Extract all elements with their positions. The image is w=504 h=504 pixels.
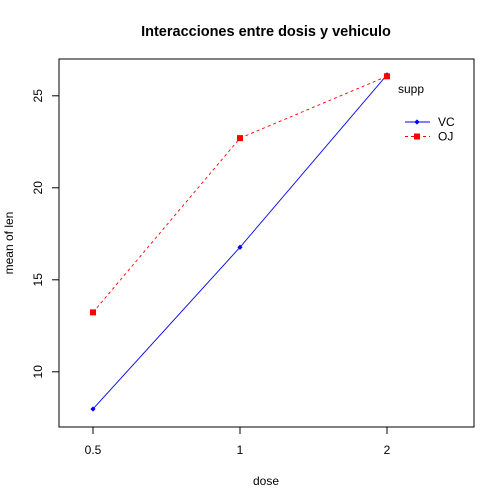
series-line-vc (92, 74, 388, 410)
y-axis-title: mean of len (2, 212, 16, 275)
data-point-vc-1 (237, 244, 243, 250)
series-vc (90, 72, 390, 412)
x-tick-label: 2 (384, 443, 391, 457)
y-tick-label: 25 (31, 89, 45, 103)
legend-label: OJ (438, 130, 453, 144)
plot-area-frame (58, 58, 475, 428)
data-point-vc-0 (90, 406, 96, 412)
data-point-oj-0 (90, 309, 96, 316)
series-layer (90, 72, 390, 412)
legend-title: supp (398, 82, 424, 96)
data-point-oj-1 (237, 135, 243, 142)
x-axis-title: dose (253, 474, 279, 488)
y-axis: 10 15 20 25 (31, 89, 59, 379)
series-oj (90, 73, 390, 316)
x-tick-label: 0.5 (85, 443, 102, 457)
x-tick-label: 1 (237, 443, 244, 457)
y-tick-label: 10 (31, 365, 45, 379)
y-tick-label: 20 (31, 181, 45, 195)
legend-item-vc: VC (405, 115, 455, 129)
data-point-oj-2 (384, 73, 390, 80)
legend-item-oj: OJ (405, 130, 453, 144)
x-axis: 0.5 1 2 (85, 427, 391, 457)
legend-marker-oj (414, 133, 420, 140)
chart-title: Interacciones entre dosis y vehiculo (141, 24, 391, 40)
legend-label: VC (438, 115, 455, 129)
y-tick-label: 15 (31, 273, 45, 287)
legend-marker-vc (414, 119, 420, 125)
series-line-oj (92, 75, 388, 313)
